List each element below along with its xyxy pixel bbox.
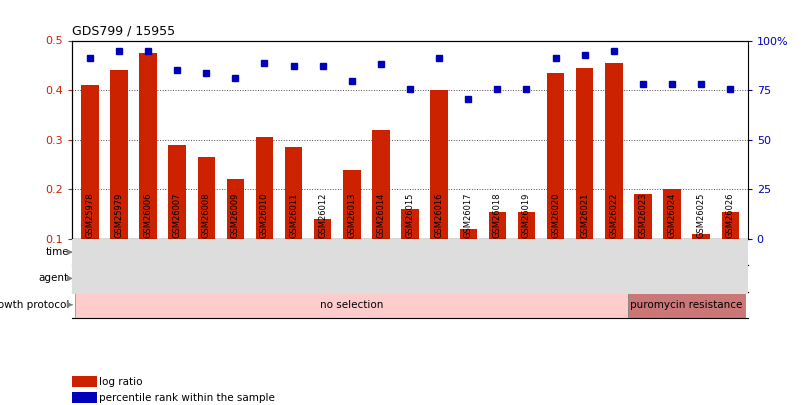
Text: agent: agent	[39, 273, 69, 283]
Bar	[401, 209, 418, 239]
Text: GDS799 / 15955: GDS799 / 15955	[72, 25, 175, 38]
Text: no selection: no selection	[320, 300, 383, 310]
Bar	[575, 68, 593, 239]
Text: 48 h: 48 h	[311, 247, 334, 257]
Bar	[517, 212, 535, 239]
Bar	[343, 171, 360, 239]
Bar	[168, 145, 185, 239]
Bar	[430, 90, 447, 239]
Bar	[628, 292, 744, 318]
Bar	[284, 147, 302, 239]
Bar	[75, 292, 628, 318]
Bar	[110, 70, 128, 239]
Text: percentile rank within the sample: percentile rank within the sample	[100, 393, 275, 403]
Bar	[226, 179, 244, 239]
Bar	[75, 239, 250, 265]
Bar	[662, 190, 680, 239]
Bar	[75, 265, 250, 292]
Text: growth protocol: growth protocol	[0, 300, 69, 310]
Text: time: time	[45, 247, 69, 257]
Bar	[546, 73, 564, 239]
Bar	[72, 392, 96, 403]
Bar	[395, 239, 744, 265]
Text: retinoic acid: retinoic acid	[465, 273, 529, 283]
Bar	[250, 265, 744, 292]
Text: 0 h: 0 h	[154, 247, 170, 257]
Bar	[372, 130, 389, 239]
Bar	[314, 219, 331, 239]
Bar	[691, 234, 709, 239]
Text: log ratio: log ratio	[100, 377, 143, 387]
Bar	[255, 137, 273, 239]
Bar	[81, 85, 99, 239]
Bar	[605, 63, 622, 239]
Bar	[198, 157, 214, 239]
Bar	[634, 194, 651, 239]
Text: control: control	[145, 273, 181, 283]
Bar	[250, 239, 395, 265]
Text: 96 h: 96 h	[558, 247, 581, 257]
Bar	[139, 53, 157, 239]
Bar	[72, 376, 96, 387]
Bar	[488, 212, 505, 239]
Text: puromycin resistance: puromycin resistance	[630, 300, 742, 310]
Bar	[459, 229, 476, 239]
Bar	[720, 212, 738, 239]
